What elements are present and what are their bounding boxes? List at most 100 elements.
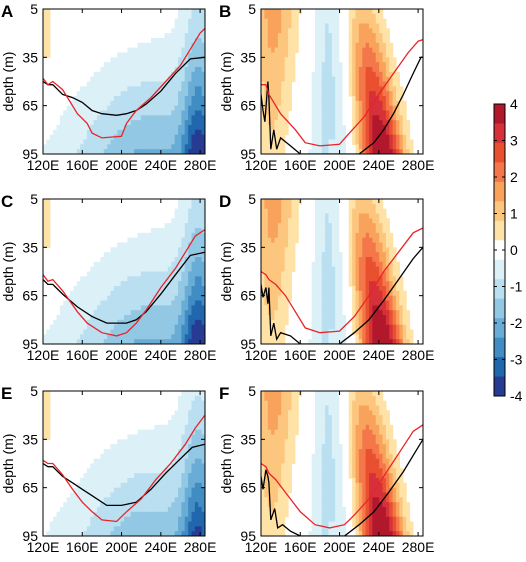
y-axis-label: depth (m) — [0, 52, 16, 112]
colorbar-level — [494, 142, 505, 163]
colorbar-level — [494, 162, 505, 183]
colorbar-level — [494, 357, 505, 377]
x-tick-label: 280E — [402, 157, 435, 173]
x-tick-label: 240E — [362, 157, 395, 173]
x-tick-label: 280E — [402, 347, 435, 363]
black-line — [43, 56, 205, 116]
x-tick-label: 120E — [27, 347, 60, 363]
colorbar-tick-label: 0 — [510, 242, 518, 258]
x-tick-label: 200E — [323, 347, 356, 363]
axes-frame — [260, 390, 424, 537]
y-tick-label: 35 — [240, 49, 256, 65]
red-line — [261, 38, 423, 147]
x-tick-label: 120E — [245, 157, 278, 173]
x-tick-label: 120E — [27, 539, 60, 555]
colorbar-tick-label: 2 — [510, 169, 518, 185]
y-tick-label: 5 — [248, 1, 256, 17]
colorbar-tick-label: -4 — [510, 388, 523, 404]
x-tick-label: 200E — [323, 539, 356, 555]
y-tick-label: 95 — [240, 146, 256, 162]
colorbar-level — [494, 104, 505, 124]
colorbar-tick-label: 1 — [510, 206, 518, 222]
y-axis-label: depth (m) — [218, 52, 234, 112]
colorbar-level — [494, 240, 505, 261]
y-tick-label: 65 — [22, 288, 38, 304]
red-line — [261, 424, 423, 529]
x-tick-label: 120E — [245, 539, 278, 555]
y-tick-label: 5 — [248, 191, 256, 207]
y-tick-label: 95 — [22, 336, 38, 352]
colorbar-tick-label: -1 — [510, 279, 523, 295]
y-tick-label: 35 — [240, 431, 256, 447]
y-tick-label: 65 — [22, 480, 38, 496]
y-tick-label: 65 — [22, 98, 38, 114]
colorbar-level — [494, 201, 505, 222]
axes-frame — [260, 8, 424, 155]
x-tick-label: 200E — [323, 157, 356, 173]
y-tick-label: 35 — [22, 239, 38, 255]
shaded-field — [261, 199, 414, 344]
panel-e: 120E 160E 200E 240E 280E 5 35 65 95 depth (m) E — [0, 383, 216, 555]
y-tick-label: 5 — [30, 1, 38, 17]
x-tick-label: 280E — [402, 539, 435, 555]
colorbar-tick-label: -3 — [510, 352, 523, 368]
panel-b: 120E 160E 200E 240E 280E 5 35 65 95 depth (m) B — [218, 1, 434, 173]
colorbar-tick-label: 4 — [510, 96, 518, 112]
shaded-field — [261, 391, 414, 536]
x-tick-label: 200E — [105, 157, 138, 173]
panel-letter: A — [1, 2, 13, 21]
red-line — [261, 227, 423, 334]
axes-frame — [42, 390, 206, 537]
x-tick-label: 280E — [184, 347, 217, 363]
y-axis-label: depth (m) — [218, 434, 234, 494]
x-tick-label: 120E — [245, 347, 278, 363]
y-tick-label: 95 — [240, 336, 256, 352]
colorbar-level — [494, 279, 505, 299]
y-tick-label: 5 — [30, 191, 38, 207]
x-tick-label: 160E — [66, 347, 99, 363]
shaded-field — [43, 9, 205, 154]
panels: 120E 160E 200E 240E 280E 5 35 65 95 depth (m) A 120… — [0, 1, 434, 555]
panel-d: 120E 160E 200E 240E 280E 5 35 65 95 depth (m) D — [218, 191, 434, 363]
colorbar-level — [494, 376, 505, 397]
colorbar-level — [494, 259, 505, 280]
panel-letter: C — [1, 192, 13, 211]
y-tick-label: 35 — [22, 49, 38, 65]
panel-f: 120E 160E 200E 240E 280E 5 35 65 95 depth (m) F — [218, 383, 434, 555]
shaded-field — [261, 9, 414, 154]
x-tick-label: 160E — [284, 157, 317, 173]
colorbar-level — [494, 337, 505, 358]
axes-frame — [260, 198, 424, 345]
panel-letter: E — [1, 384, 12, 403]
colorbar-level — [494, 123, 505, 144]
shaded-field — [43, 199, 205, 344]
black-line — [43, 443, 205, 507]
x-tick-label: 160E — [284, 347, 317, 363]
x-tick-label: 240E — [362, 347, 395, 363]
y-tick-label: 95 — [22, 146, 38, 162]
y-tick-label: 95 — [22, 528, 38, 544]
colorbar-tick-label: 3 — [510, 133, 518, 149]
colorbar-level — [494, 181, 505, 202]
red-line — [43, 229, 205, 337]
x-tick-label: 160E — [284, 539, 317, 555]
y-tick-label: 65 — [240, 98, 256, 114]
x-tick-label: 240E — [362, 539, 395, 555]
black-line — [261, 56, 423, 154]
y-tick-label: 35 — [22, 431, 38, 447]
y-axis-label: depth (m) — [218, 242, 234, 302]
colorbar: 4 3 2 1 0 -1 -2 -3 -4 — [493, 96, 523, 404]
y-tick-label: 65 — [240, 288, 256, 304]
panel-letter: B — [219, 2, 231, 21]
x-tick-label: 240E — [144, 157, 177, 173]
x-tick-label: 160E — [66, 539, 99, 555]
x-tick-label: 280E — [184, 157, 217, 173]
colorbar-tick-label: -2 — [510, 315, 523, 331]
axes-frame — [42, 198, 206, 345]
colorbar-level — [494, 220, 505, 241]
panel-a: 120E 160E 200E 240E 280E 5 35 65 95 depth (m) A — [0, 1, 216, 173]
colorbar-level — [494, 318, 505, 338]
y-tick-label: 35 — [240, 239, 256, 255]
panel-c: 120E 160E 200E 240E 280E 5 35 65 95 depth (m) C — [0, 191, 216, 363]
